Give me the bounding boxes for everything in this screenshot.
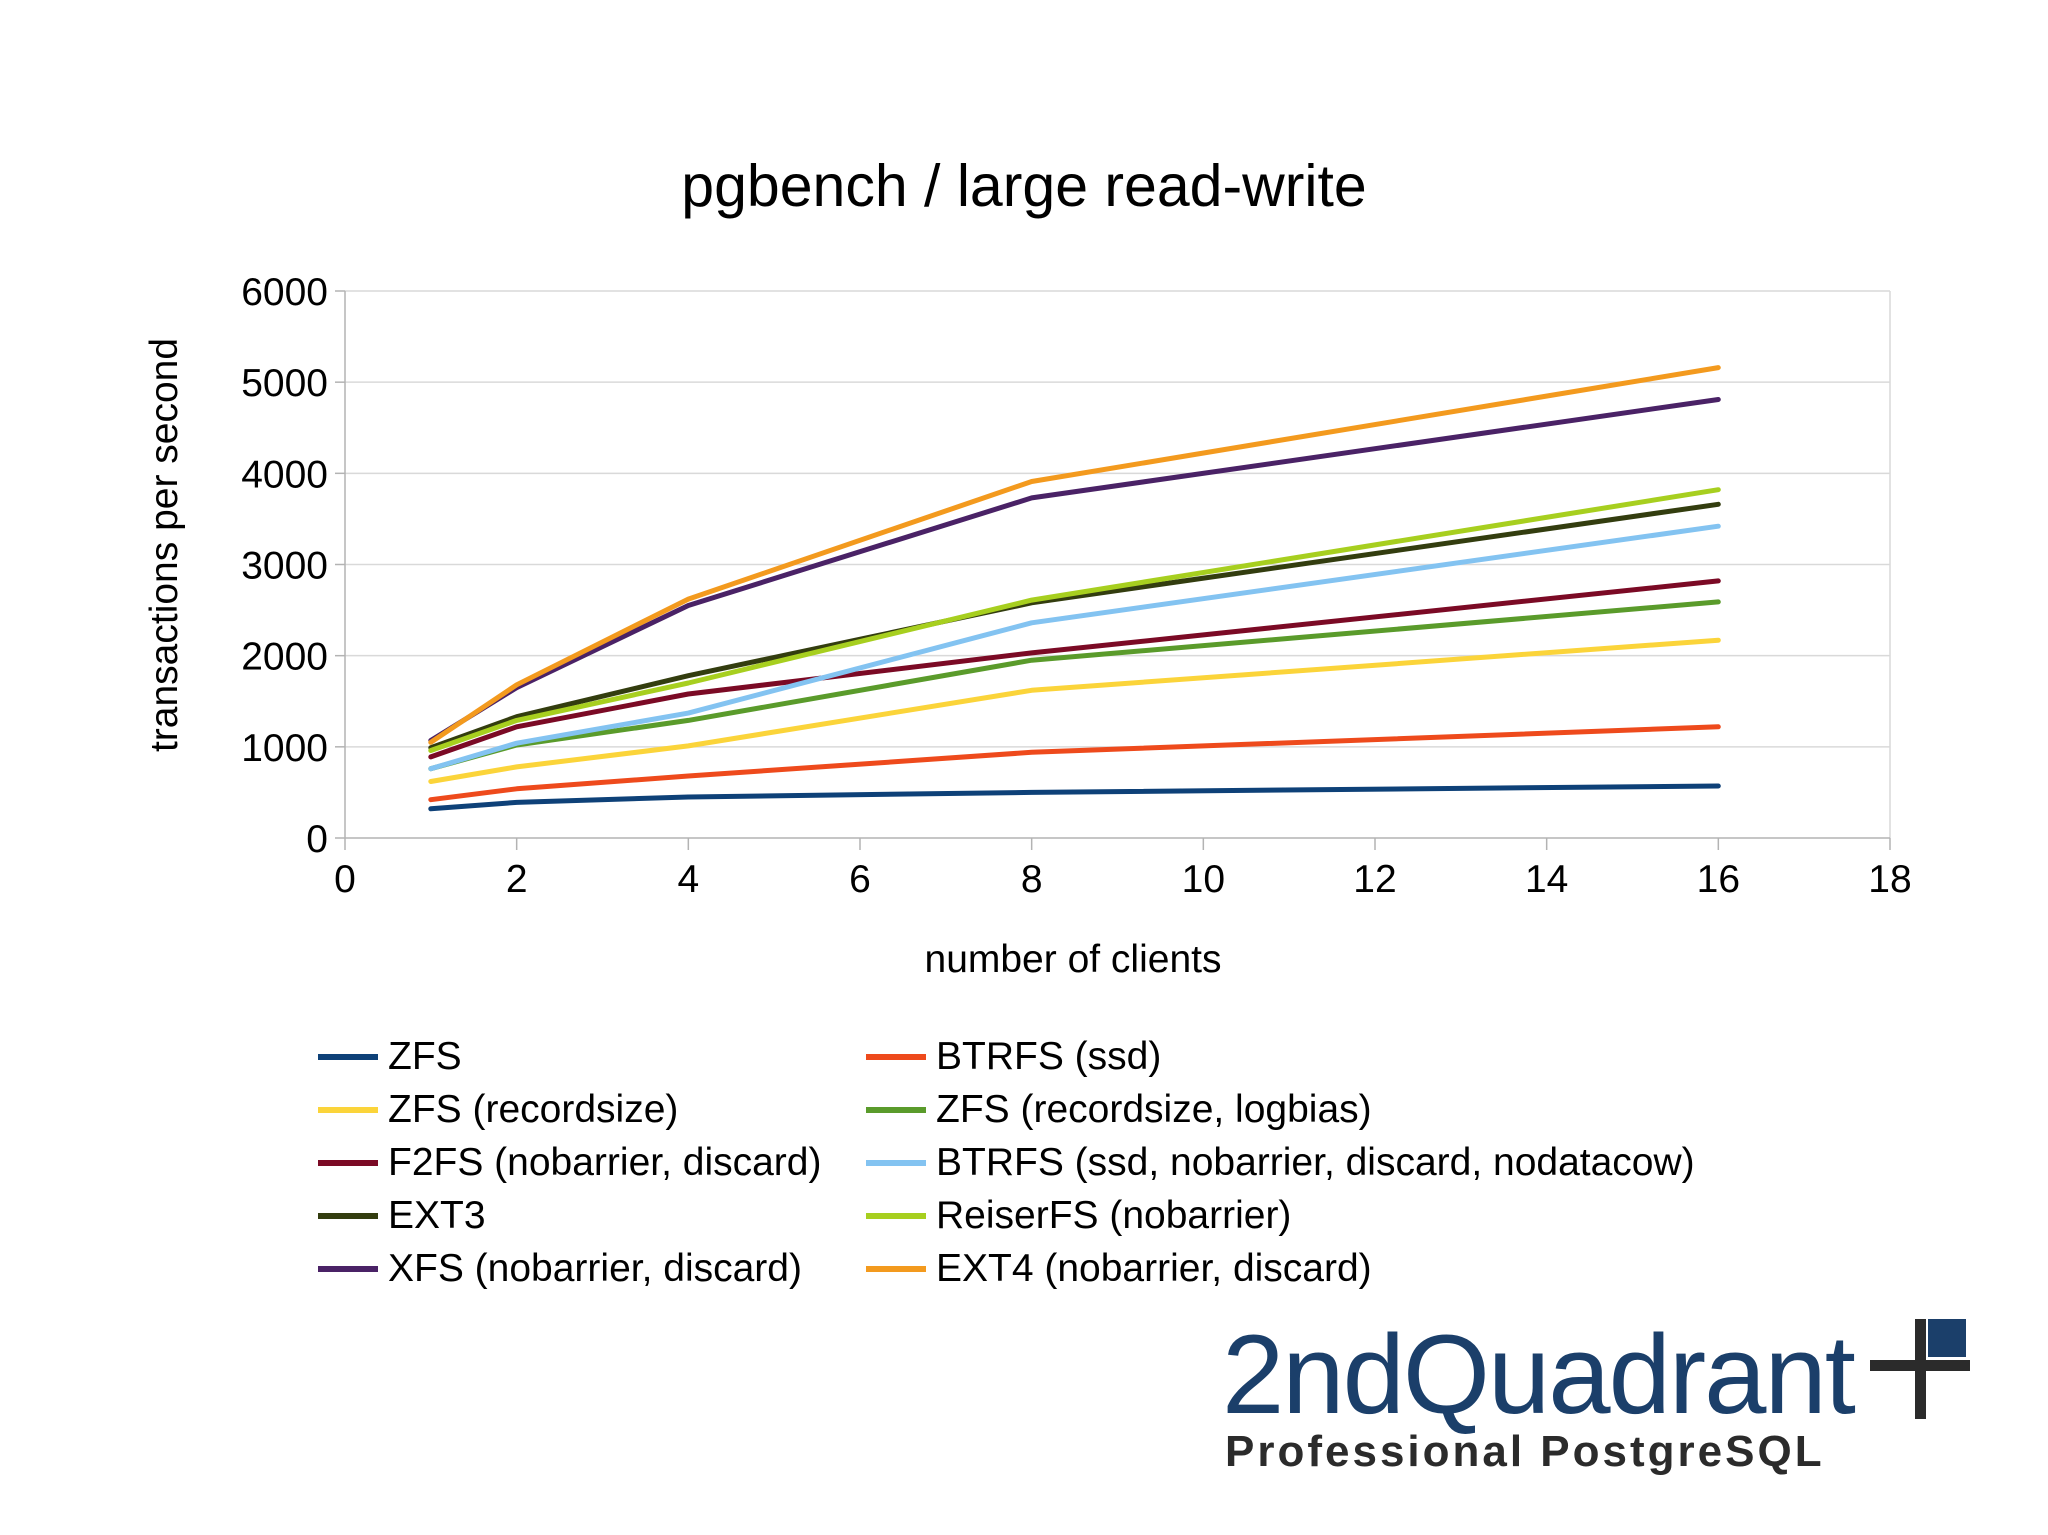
y-tick-label: 1000	[241, 727, 328, 770]
legend-item: BTRFS (ssd)	[866, 1030, 1766, 1083]
series-line	[428, 523, 1721, 772]
grid-lines	[345, 290, 1891, 838]
y-tick-label: 0	[306, 818, 328, 861]
x-tick-label: 12	[1353, 858, 1396, 901]
series-line	[428, 637, 1721, 784]
x-axis-title: number of clients	[925, 938, 1222, 981]
legend-item: ZFS (recordsize, logbias)	[866, 1083, 1766, 1136]
x-tick-label: 10	[1182, 858, 1225, 901]
legend-swatch	[866, 1106, 926, 1113]
legend-label: BTRFS (ssd)	[936, 1034, 1162, 1078]
x-tick-label: 8	[1021, 858, 1043, 901]
y-tick-label: 3000	[241, 545, 328, 588]
series-line	[428, 724, 1721, 803]
legend: ZFS BTRFS (ssd) ZFS (recordsize) ZFS (recor…	[318, 1030, 1818, 1295]
series-line	[428, 578, 1721, 760]
legend-label: EXT4 (nobarrier, discard)	[936, 1246, 1372, 1290]
legend-label: ZFS (recordsize)	[388, 1087, 679, 1131]
legend-label: F2FS (nobarrier, discard)	[388, 1140, 822, 1184]
legend-item: EXT4 (nobarrier, discard)	[866, 1242, 1766, 1295]
legend-label: ZFS (recordsize, logbias)	[936, 1087, 1372, 1131]
legend-label: ZFS	[388, 1034, 462, 1078]
legend-swatch	[318, 1265, 378, 1272]
series-line	[428, 365, 1721, 745]
y-tick-label: 2000	[241, 636, 328, 679]
legend-item: EXT3	[318, 1189, 866, 1242]
legend-swatch	[318, 1106, 378, 1113]
legend-swatch	[866, 1159, 926, 1166]
x-tick-label: 18	[1868, 858, 1911, 901]
quadrant-cross-icon	[1870, 1319, 1970, 1419]
series-line	[428, 487, 1721, 753]
logo-tagline: Professional PostgreSQL	[1225, 1427, 1825, 1476]
legend-item: ZFS (recordsize)	[318, 1083, 866, 1136]
legend-swatch	[318, 1159, 378, 1166]
x-tick-label: 2	[506, 858, 528, 901]
series-line	[428, 783, 1721, 812]
legend-item: XFS (nobarrier, discard)	[318, 1242, 866, 1295]
axes	[335, 290, 1891, 850]
y-tick-label: 5000	[241, 362, 328, 405]
legend-label: ReiserFS (nobarrier)	[936, 1193, 1292, 1237]
legend-swatch	[318, 1212, 378, 1219]
company-logo: 2ndQuadrant Professional PostgreSQL	[1222, 1312, 1982, 1476]
legend-item: F2FS (nobarrier, discard)	[318, 1136, 866, 1189]
x-tick-label: 14	[1525, 858, 1568, 901]
legend-swatch	[866, 1053, 926, 1060]
legend-swatch	[866, 1265, 926, 1272]
chart-title: pgbench / large read-write	[681, 153, 1367, 219]
series-lines	[428, 365, 1721, 812]
legend-item: BTRFS (ssd, nobarrier, discard, nodataco…	[866, 1136, 1766, 1189]
x-tick-label: 6	[849, 858, 871, 901]
legend-swatch	[866, 1212, 926, 1219]
tick-labels: 0 1000 2000 3000 4000 5000 6000 0 2 4 6 8 10 12 14 16 18	[241, 271, 1911, 901]
y-axis-title: transactions per second	[143, 338, 186, 752]
x-tick-label: 4	[677, 858, 699, 901]
legend-label: BTRFS (ssd, nobarrier, discard, nodataco…	[936, 1140, 1695, 1184]
legend-item: ReiserFS (nobarrier)	[866, 1189, 1766, 1242]
logo-brand-text: 2ndQuadrant	[1222, 1312, 1856, 1437]
legend-swatch	[318, 1053, 378, 1060]
legend-item: ZFS	[318, 1030, 866, 1083]
x-tick-label: 16	[1697, 858, 1740, 901]
y-tick-label: 6000	[241, 271, 328, 314]
series-line	[428, 501, 1721, 751]
y-tick-label: 4000	[241, 453, 328, 496]
x-tick-label: 0	[334, 858, 356, 901]
legend-label: EXT3	[388, 1193, 486, 1237]
legend-label: XFS (nobarrier, discard)	[388, 1246, 802, 1290]
